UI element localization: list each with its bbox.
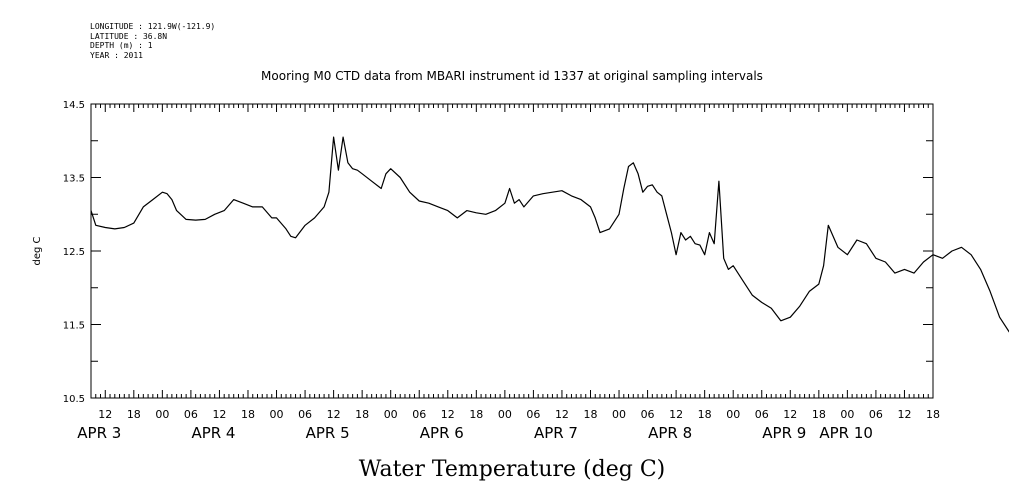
y-axis-label: deg C [32, 236, 43, 265]
y-tick-label: 10.5 [63, 394, 85, 405]
x-hour-label: 00 [840, 408, 854, 421]
y-tick-label: 12.5 [63, 247, 85, 258]
chart-title: Mooring M0 CTD data from MBARI instrumen… [261, 69, 763, 83]
x-day-label: APR 4 [191, 424, 235, 442]
x-hour-label: 18 [812, 408, 826, 421]
x-hour-label: 12 [98, 408, 112, 421]
metadata-block: LONGITUDE : 121.9W(-121.9) LATITUDE : 36… [90, 22, 215, 60]
y-tick-label: 14.5 [63, 100, 85, 111]
x-hour-label: 18 [469, 408, 483, 421]
x-hour-label: 06 [869, 408, 883, 421]
x-hour-label: 12 [783, 408, 797, 421]
y-tick-label: 13.5 [63, 174, 85, 185]
x-hour-label: 00 [384, 408, 398, 421]
x-hour-label: 06 [641, 408, 655, 421]
year-label: YEAR : 2011 [90, 50, 143, 60]
x-day-label: APR 10 [819, 424, 873, 442]
plot-axes: 10.5 11.5 12.5 13.5 14.5 12 18 00 06 12 18 00 06 12 18… [63, 100, 940, 442]
x-hour-label: 18 [355, 408, 369, 421]
series-layer [90, 136, 1009, 333]
x-hour-label: 18 [926, 408, 940, 421]
x-day-label: APR 6 [420, 424, 464, 442]
y-tick-label: 11.5 [63, 321, 85, 332]
temperature-series-line [90, 136, 1009, 333]
x-hour-label: 00 [612, 408, 626, 421]
x-hour-label: 12 [897, 408, 911, 421]
x-hour-label: 12 [327, 408, 341, 421]
x-hour-label: 00 [498, 408, 512, 421]
longitude-label: LONGITUDE : 121.9W(-121.9) [90, 22, 216, 31]
x-hour-label: 06 [412, 408, 426, 421]
plot-frame [90, 103, 934, 399]
x-day-label: APR 8 [648, 424, 692, 442]
x-day-label: APR 3 [77, 424, 121, 442]
x-hour-label: 12 [212, 408, 226, 421]
x-axis-label: Water Temperature (deg C) [359, 457, 666, 482]
x-hour-label: 18 [583, 408, 597, 421]
x-hour-label: 18 [698, 408, 712, 421]
x-hour-label: 06 [298, 408, 312, 421]
x-hour-label: 18 [241, 408, 255, 421]
x-hour-label: 00 [726, 408, 740, 421]
latitude-label: LATITUDE : 36.8N [90, 31, 168, 41]
x-hour-label: 06 [526, 408, 540, 421]
x-hour-label: 18 [127, 408, 141, 421]
x-day-label: APR 9 [762, 424, 806, 442]
x-hour-label: 12 [555, 408, 569, 421]
x-hour-label: 00 [155, 408, 169, 421]
x-day-label: APR 5 [306, 424, 350, 442]
x-hour-label: 12 [441, 408, 455, 421]
x-hour-label: 12 [669, 408, 683, 421]
x-day-label: APR 7 [534, 424, 578, 442]
depth-label: DEPTH (m) : 1 [90, 41, 153, 50]
x-hour-label: 06 [755, 408, 769, 421]
x-hour-label: 06 [184, 408, 198, 421]
x-hour-label: 00 [270, 408, 284, 421]
